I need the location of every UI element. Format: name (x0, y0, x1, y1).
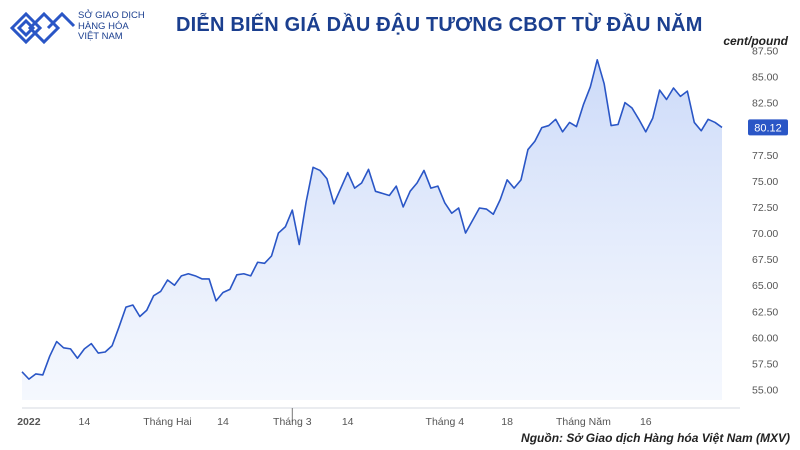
x-tick-label: 2022 (17, 416, 41, 428)
x-tick-label: 16 (640, 416, 652, 428)
price-area (22, 59, 722, 400)
last-value-badge-layer: 80.12 (748, 119, 788, 136)
x-tick-label: 14 (217, 416, 229, 428)
y-tick-label: 72.50 (752, 202, 778, 214)
logo-mark-icon (9, 11, 76, 45)
logo-line-2: HÀNG HÓA (78, 20, 129, 32)
x-tick-label: 14 (79, 416, 91, 428)
y-tick-label: 70.00 (752, 228, 778, 240)
x-tick-label: Tháng 3 (273, 416, 312, 428)
y-tick-label: 75.00 (752, 176, 778, 188)
y-axis: 55.00 57.50 60.00 62.50 65.00 67.50 70.00 72.50… (752, 45, 778, 396)
y-tick-label: 55.00 (752, 385, 778, 397)
y-tick-label: 85.00 (752, 72, 778, 84)
chart-title: DIỄN BIẾN GIÁ DẦU ĐẬU TƯƠNG CBOT TỪ ĐẦU … (176, 14, 703, 36)
logo-line-3: VIỆT NAM (78, 31, 123, 42)
y-tick-label: 87.50 (752, 45, 778, 57)
x-tick-label: Tháng Năm (556, 416, 611, 428)
mxv-logo (8, 8, 168, 48)
x-tick-label: 14 (342, 416, 354, 428)
y-tick-label: 57.50 (752, 359, 778, 371)
price-line (21, 59, 723, 380)
y-tick-label: 60.00 (752, 332, 778, 344)
x-tick-label: Tháng Hai (143, 416, 191, 428)
y-tick-label: 65.00 (752, 280, 778, 292)
area-layer (22, 59, 722, 400)
y-tick-label: 82.50 (752, 98, 778, 110)
line-layer (21, 59, 723, 380)
source-note: Nguồn: Sở Giao dịch Hàng hóa Việt Nam (M… (521, 431, 790, 445)
x-tick-label: 18 (501, 416, 513, 428)
x-tick-label: Tháng 4 (426, 416, 465, 428)
last-value-badge (748, 119, 788, 136)
y-tick-label: 67.50 (752, 254, 778, 266)
y-tick-label: 62.50 (752, 306, 778, 318)
logo-text: SỞ GIAO DỊCH HÀNG HÓA VIỆT NAM (78, 10, 145, 43)
unit-label: cent/pound (723, 34, 788, 48)
logo-line-1: SỞ GIAO DỊCH (78, 10, 145, 21)
last-value-label: 80.12 (754, 122, 782, 134)
y-tick-label: 77.50 (752, 150, 778, 162)
x-axis: 2022 14 Tháng Hai 14 Tháng 3 14 Tháng 4 18 Tháng… (17, 407, 740, 428)
